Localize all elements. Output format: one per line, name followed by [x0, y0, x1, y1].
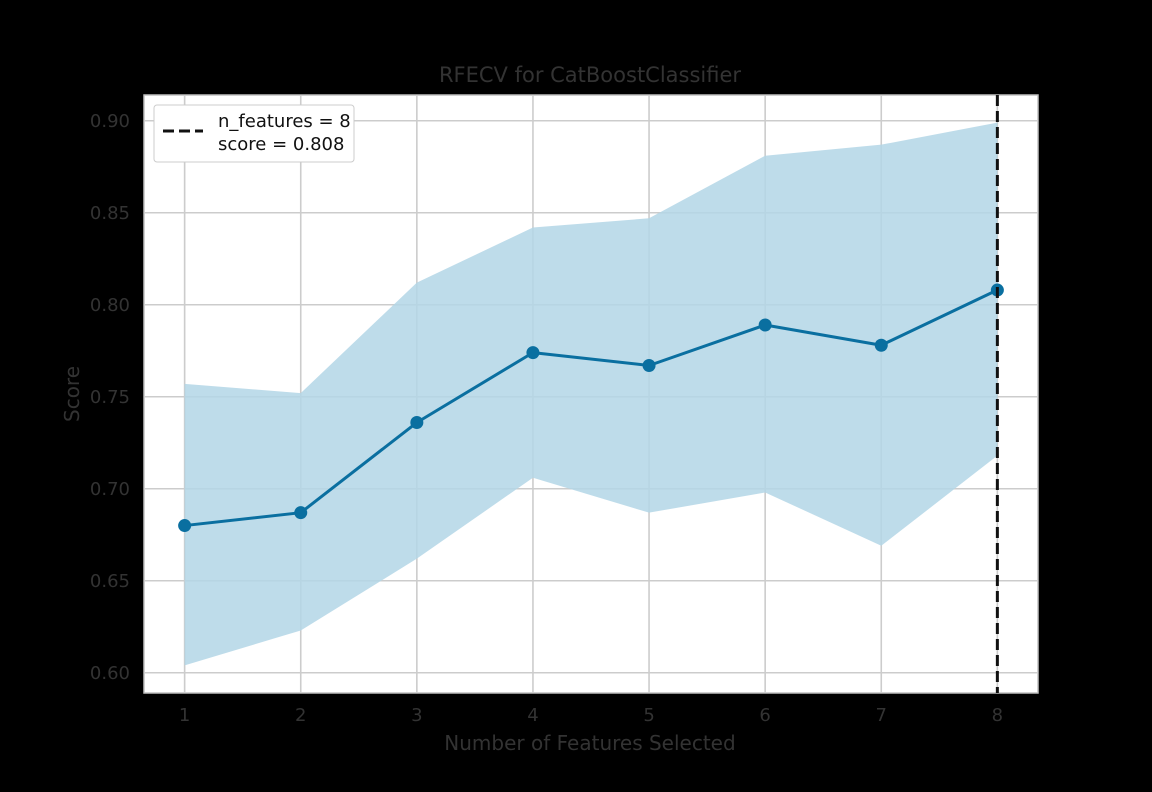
y-tick-label-5: 0.80: [90, 295, 130, 316]
x-axis-label: Number of Features Selected: [444, 731, 735, 755]
legend: n_features = 8 score = 0.808: [153, 104, 355, 163]
y-tick-label-4: 0.75: [90, 387, 130, 408]
score-point-3: [410, 416, 424, 430]
legend-entry-n-features: n_features = 8: [218, 111, 351, 132]
score-line: [184, 288, 999, 528]
chart-title: RFECV for CatBoostClassifier: [439, 63, 741, 87]
score-point-1: [178, 519, 192, 533]
x-tick-label-7: 7: [876, 705, 887, 726]
legend-box: [153, 104, 355, 163]
x-tick-labels: 1 2 3 4 5 6 7 8: [179, 705, 1003, 726]
confidence-band: [184, 122, 998, 666]
score-point-5: [642, 358, 656, 372]
score-point-2: [294, 506, 308, 520]
y-tick-label-2: 0.65: [90, 571, 130, 592]
legend-entry-score: score = 0.808: [218, 134, 344, 155]
score-point-7: [874, 338, 888, 352]
score-point-4: [526, 346, 540, 360]
y-tick-labels: 0.60 0.65 0.70 0.75 0.80 0.85 0.90: [90, 111, 130, 684]
score-series-line: [184, 288, 999, 528]
x-tick-label-8: 8: [992, 705, 1003, 726]
score-point-6: [758, 318, 772, 332]
x-tick-label-5: 5: [643, 705, 654, 726]
score-points: [178, 283, 1004, 533]
y-tick-label-1: 0.60: [90, 663, 130, 684]
x-tick-label-3: 3: [411, 705, 422, 726]
x-tick-label-4: 4: [527, 705, 538, 726]
x-tick-label-1: 1: [179, 705, 190, 726]
x-tick-label-6: 6: [759, 705, 770, 726]
score-band: [184, 122, 998, 666]
y-axis-label: Score: [60, 366, 84, 422]
y-tick-label-6: 0.85: [90, 203, 130, 224]
y-tick-label-7: 0.90: [90, 111, 130, 132]
y-tick-label-3: 0.70: [90, 479, 130, 500]
x-tick-label-2: 2: [295, 705, 306, 726]
